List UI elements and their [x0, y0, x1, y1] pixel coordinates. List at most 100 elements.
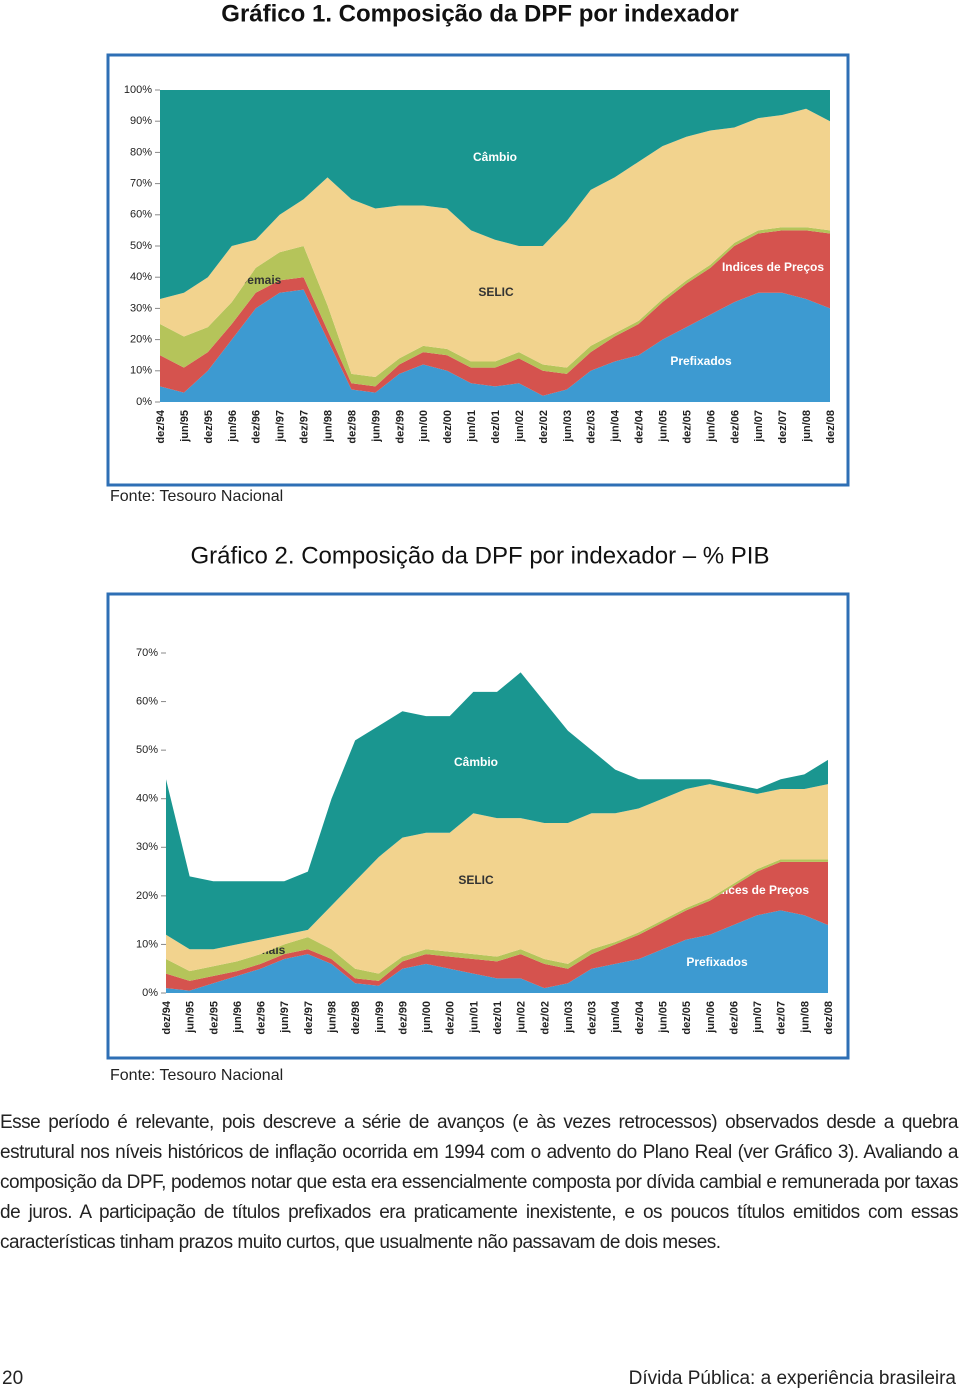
x-tick-label: jun/97	[279, 1001, 291, 1034]
x-tick-label: dez/98	[346, 410, 358, 444]
area	[166, 672, 828, 950]
x-tick-label: dez/08	[823, 1001, 835, 1035]
y-tick-label: 10%	[136, 938, 158, 950]
source-note: Fonte: Tesouro Nacional	[110, 1067, 283, 1084]
x-tick-label: jun/07	[752, 1001, 764, 1034]
x-tick-label: dez/95	[208, 1001, 220, 1035]
x-tick-label: jun/00	[418, 410, 430, 443]
chart-title: Gráfico 2. Composição da DPF por indexad…	[191, 542, 770, 569]
x-tick-label: dez/02	[538, 410, 550, 444]
x-tick-label: dez/07	[777, 410, 789, 444]
x-tick-label: jun/99	[370, 410, 382, 443]
x-tick-label: dez/00	[442, 410, 454, 444]
series-label: SELIC	[458, 873, 494, 887]
x-tick-label: dez/94	[155, 409, 167, 444]
body-paragraph: Esse período é relevante, pois descreve …	[0, 1112, 959, 1253]
y-tick-label: 60%	[136, 695, 158, 707]
area	[166, 784, 828, 974]
x-tick-label: dez/98	[350, 1001, 362, 1035]
x-tick-label: dez/04	[634, 1000, 646, 1035]
y-tick-label: 40%	[130, 271, 152, 283]
chart-frame	[106, 592, 850, 1060]
x-tick-label: jun/03	[563, 1001, 575, 1034]
x-tick-label: dez/94	[161, 1000, 173, 1035]
x-tick-label: jun/98	[323, 410, 335, 443]
y-tick-label: 0%	[142, 987, 158, 999]
area	[166, 861, 828, 991]
x-tick-label: dez/96	[256, 1001, 268, 1035]
x-tick-label: dez/99	[397, 1001, 409, 1035]
y-tick-label: 30%	[130, 302, 152, 314]
x-tick-label: jun/00	[421, 1001, 433, 1034]
series-label: Câmbio	[473, 150, 517, 164]
x-tick-label: jun/07	[753, 410, 765, 443]
series-label: Câmbio	[454, 755, 498, 769]
x-tick-label: dez/00	[445, 1001, 457, 1035]
area	[160, 289, 830, 402]
x-tick-label: jun/03	[562, 410, 574, 443]
x-tick-label: dez/97	[303, 1001, 315, 1035]
y-tick-label: 80%	[130, 146, 152, 158]
series-label: Indices de Preços	[722, 260, 824, 274]
x-tick-label: jun/06	[705, 410, 717, 443]
series-label: Prefixados	[670, 354, 732, 368]
y-tick-label: 30%	[136, 841, 158, 853]
chart-frame	[106, 53, 850, 487]
x-tick-label: dez/07	[776, 1001, 788, 1035]
x-tick-label: jun/08	[799, 1001, 811, 1034]
x-tick-label: dez/97	[299, 410, 311, 444]
y-tick-label: 90%	[130, 115, 152, 127]
y-tick-label: 20%	[136, 890, 158, 902]
y-tick-label: 50%	[136, 744, 158, 756]
y-tick-label: 70%	[130, 178, 152, 190]
y-tick-label: 10%	[130, 365, 152, 377]
x-tick-label: dez/03	[586, 410, 598, 444]
x-tick-label: dez/95	[203, 410, 215, 444]
series-label: Prefixados	[686, 955, 748, 969]
x-tick-label: jun/96	[227, 410, 239, 443]
y-tick-label: 0%	[136, 396, 152, 408]
x-tick-label: jun/01	[468, 1001, 480, 1034]
x-tick-label: jun/02	[516, 1001, 528, 1034]
y-tick-label: 40%	[136, 793, 158, 805]
x-tick-label: dez/01	[490, 410, 502, 444]
area	[160, 90, 830, 300]
x-tick-label: dez/02	[539, 1001, 551, 1035]
x-tick-label: jun/97	[275, 410, 287, 443]
page-number: 20	[2, 1368, 24, 1389]
area	[160, 108, 830, 378]
x-tick-label: jun/99	[374, 1001, 386, 1034]
x-tick-label: jun/05	[658, 1001, 670, 1034]
x-tick-label: jun/01	[466, 410, 478, 443]
x-tick-label: dez/03	[587, 1001, 599, 1035]
x-tick-label: dez/96	[251, 410, 263, 444]
x-tick-label: dez/04	[634, 409, 646, 444]
y-tick-label: 50%	[130, 240, 152, 252]
y-tick-label: 100%	[124, 84, 152, 96]
series-label: SELIC	[478, 285, 514, 299]
x-tick-label: jun/04	[610, 409, 622, 443]
x-tick-label: jun/04	[610, 1000, 622, 1034]
x-tick-label: jun/95	[185, 1001, 197, 1034]
x-tick-label: dez/05	[681, 410, 693, 444]
x-tick-label: jun/06	[705, 1001, 717, 1034]
x-tick-label: dez/01	[492, 1001, 504, 1035]
x-tick-label: dez/99	[394, 410, 406, 444]
running-title: Dívida Pública: a experiência brasileira	[628, 1368, 956, 1389]
y-tick-label: 60%	[130, 209, 152, 221]
x-tick-label: jun/95	[179, 410, 191, 443]
x-tick-label: jun/08	[801, 410, 813, 443]
x-tick-label: jun/98	[327, 1001, 339, 1034]
x-tick-label: dez/06	[729, 410, 741, 444]
x-tick-label: dez/08	[825, 410, 837, 444]
source-note: Fonte: Tesouro Nacional	[110, 488, 283, 505]
y-tick-label: 20%	[130, 334, 152, 346]
x-tick-label: jun/96	[232, 1001, 244, 1034]
x-tick-label: dez/05	[681, 1001, 693, 1035]
y-tick-label: 70%	[136, 647, 158, 659]
chart-title: Gráfico 1. Composição da DPF por indexad…	[221, 0, 738, 27]
area	[166, 859, 828, 981]
x-tick-label: jun/02	[514, 410, 526, 443]
charts: Gráfico 1. Composição da DPF por indexad…	[106, 0, 850, 1084]
